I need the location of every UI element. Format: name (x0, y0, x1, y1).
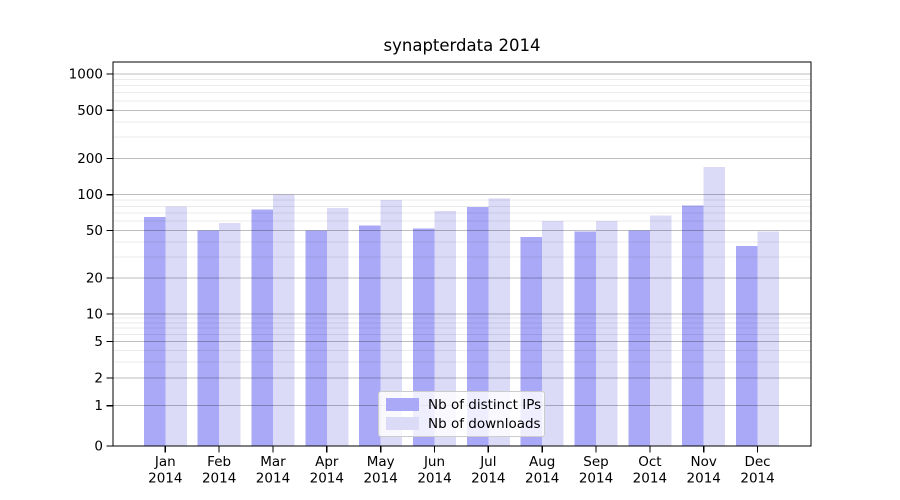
x-tick-label: Dec 2014 (740, 454, 774, 487)
y-tick-label: 20 (86, 271, 103, 287)
y-tick-label: 1000 (69, 67, 103, 83)
bar-distinct-ips-mar (251, 209, 273, 446)
x-tick-label: Jun 2014 (417, 454, 451, 487)
y-tick-label: 10 (86, 307, 103, 323)
bar-distinct-ips-may (359, 225, 381, 446)
y-tick-label: 0 (94, 439, 103, 455)
y-tick-label: 2 (94, 371, 103, 387)
bar-downloads-jun (434, 211, 456, 446)
plot-border (112, 61, 812, 447)
y-tick-label: 100 (77, 187, 103, 203)
x-tick-label: Aug 2014 (525, 454, 559, 487)
legend-swatch-distinct-ips (386, 398, 419, 411)
y-tick-label: 50 (86, 223, 103, 239)
bar-distinct-ips-jan (143, 217, 166, 446)
bar-downloads-nov (703, 166, 726, 446)
y-tick-label: 200 (77, 151, 103, 167)
x-axis: Jan 2014 Feb 2014 Mar 2014 Apr 2014 May 2014 Jun 20… (148, 446, 775, 487)
x-tick-label: Nov 2014 (687, 454, 721, 487)
bar-distinct-ips-apr (305, 230, 327, 446)
bar-distinct-ips-nov (682, 205, 704, 446)
x-tick-label: May 2014 (363, 454, 397, 487)
bar-downloads-oct (649, 215, 672, 446)
bar-downloads-mar (272, 194, 295, 446)
legend-label-distinct-ips: Nb of distinct IPs (428, 396, 542, 413)
bar-distinct-ips-dec (736, 246, 758, 446)
chart-title: synapterdata 2014 (383, 36, 541, 55)
legend-swatch-downloads (386, 417, 419, 430)
bar-distinct-ips-jul (466, 206, 489, 446)
y-axis: 0 1 2 5 10 20 50 100 200 500 1000 (69, 67, 113, 455)
bar-downloads-feb (219, 222, 241, 446)
x-tick-label: Jan 2014 (148, 454, 182, 487)
x-tick-label: Jul 2014 (471, 454, 505, 487)
x-tick-label: Oct 2014 (633, 454, 667, 487)
y-tick-label: 1 (94, 398, 103, 414)
bar-downloads-dec (757, 231, 780, 446)
x-tick-label: Apr 2014 (310, 454, 344, 487)
bar-downloads-apr (326, 208, 349, 446)
legend-row-distinct-ips: Nb of distinct IPs (386, 396, 544, 413)
y-tick-label: 5 (94, 334, 103, 350)
chart-legend: Nb of distinct IPs Nb of downloads (378, 391, 545, 437)
bar-downloads-sep (596, 221, 618, 446)
x-tick-label: Sep 2014 (579, 454, 613, 487)
x-tick-label: Feb 2014 (202, 454, 236, 487)
y-tick-label: 500 (77, 103, 103, 119)
bar-distinct-ips-oct (628, 230, 650, 446)
bar-downloads-jan (165, 206, 187, 446)
legend-row-downloads: Nb of downloads (386, 415, 544, 432)
bar-distinct-ips-sep (574, 231, 597, 446)
bar-downloads-may (380, 200, 403, 446)
x-tick-label: Mar 2014 (256, 454, 290, 487)
legend-label-downloads: Nb of downloads (428, 415, 541, 432)
bars-group (143, 166, 780, 446)
bar-downloads-aug (542, 221, 564, 446)
bar-downloads-jul (488, 198, 510, 446)
bar-distinct-ips-feb (197, 230, 220, 446)
